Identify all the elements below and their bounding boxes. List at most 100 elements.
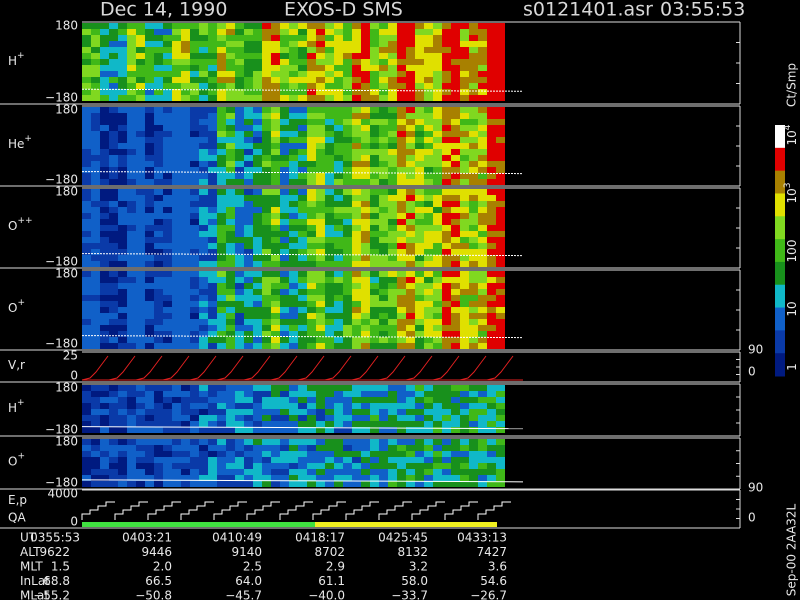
spectrogram-cell <box>271 65 280 71</box>
spectrogram-cell <box>415 325 424 331</box>
spectrogram-cell <box>343 403 352 409</box>
spectrogram-cell <box>271 155 280 161</box>
spectrogram-cell <box>451 331 460 337</box>
spectrogram-cell <box>163 71 172 77</box>
spectrogram-cell <box>325 427 334 433</box>
spectrogram-cell <box>172 457 181 463</box>
spectrogram-cell <box>469 439 478 445</box>
spectrogram-cell <box>298 469 307 475</box>
spectrogram-cell <box>352 41 361 47</box>
spectrogram-cell <box>325 65 334 71</box>
spectrogram-cell <box>136 289 145 295</box>
spectrogram-cell <box>352 47 361 53</box>
spectrogram-cell <box>271 23 280 29</box>
spectrogram-cell <box>469 213 478 219</box>
spectrogram-cell <box>478 283 487 289</box>
spectrogram-cell <box>487 71 496 77</box>
spectrogram-cell <box>199 313 208 319</box>
spectrogram-cell <box>352 231 361 237</box>
spectrogram-cell <box>370 391 379 397</box>
spectrogram-cell <box>127 155 136 161</box>
spectrogram-cell <box>181 331 190 337</box>
spectrogram-cell <box>271 89 280 95</box>
spectrogram-cell <box>316 41 325 47</box>
instrument: EXOS-D SMS <box>284 0 403 21</box>
spectrogram-cell <box>145 277 154 283</box>
spectrogram-cell <box>370 475 379 481</box>
spectrogram-cell <box>172 469 181 475</box>
spectrogram-cell <box>199 271 208 277</box>
spectrogram-cell <box>244 89 253 95</box>
spectrogram-cell <box>451 277 460 283</box>
spectrogram-cell <box>469 415 478 421</box>
spectrogram-cell <box>325 125 334 131</box>
spectrogram-cell <box>361 481 370 487</box>
spectrogram-cell <box>289 409 298 415</box>
spectrogram-cell <box>334 325 343 331</box>
spectrogram-cell <box>271 143 280 149</box>
spectrogram-cell <box>271 195 280 201</box>
panel-label-text: E,p <box>8 493 27 507</box>
spectrogram-cell <box>334 261 343 267</box>
panel-label-sup: + <box>17 398 25 408</box>
spectrogram-cell <box>298 207 307 213</box>
spectrogram-cell <box>352 343 361 349</box>
spectrogram-cell <box>415 155 424 161</box>
spectrogram-cell <box>136 319 145 325</box>
spectrogram-cell <box>325 131 334 137</box>
spectrogram-cell <box>199 289 208 295</box>
spectrogram-cell <box>244 207 253 213</box>
spectrogram-cell <box>307 451 316 457</box>
spectrogram-cell <box>190 481 199 487</box>
spectrogram-cell <box>379 119 388 125</box>
spectrogram-cell <box>316 427 325 433</box>
spectrogram-cell <box>325 173 334 179</box>
spectrogram-cell <box>289 47 298 53</box>
spectrogram-cell <box>307 107 316 113</box>
spectrogram-cell <box>208 195 217 201</box>
spectrogram-cell <box>406 95 415 101</box>
spectrogram-cell <box>343 71 352 77</box>
spectrogram-cell <box>154 421 163 427</box>
spectrogram-cell <box>298 213 307 219</box>
spectrogram-cell <box>208 469 217 475</box>
spectrogram-cell <box>352 415 361 421</box>
spectrogram-cell <box>199 475 208 481</box>
spectrogram-cell <box>352 23 361 29</box>
spectrogram-cell <box>352 201 361 207</box>
spectrogram-cell <box>307 179 316 185</box>
spectrogram-cell <box>217 29 226 35</box>
spectrogram-cell <box>235 23 244 29</box>
spectrogram-cell <box>325 451 334 457</box>
spectrogram-cell <box>127 301 136 307</box>
spectrogram-cell <box>208 47 217 53</box>
panel-label-sup: ++ <box>17 216 32 226</box>
spectrogram-cell <box>163 427 172 433</box>
spectrogram-cell <box>469 409 478 415</box>
spectrogram-cell <box>361 475 370 481</box>
spectrogram-cell <box>361 35 370 41</box>
spectrogram-cell <box>244 143 253 149</box>
spectrogram-cell <box>280 421 289 427</box>
spectrogram-cell <box>172 243 181 249</box>
spectrogram-cell <box>442 47 451 53</box>
spectrogram-cell <box>325 219 334 225</box>
spectrogram-cell <box>433 451 442 457</box>
spectrogram-cell <box>334 131 343 137</box>
spectrogram-cell <box>127 397 136 403</box>
spectrogram-cell <box>181 243 190 249</box>
spectrogram-cell <box>163 277 172 283</box>
spectrogram-cell <box>172 219 181 225</box>
spectrogram-cell <box>307 167 316 173</box>
spectrogram-cell <box>469 261 478 267</box>
spectrogram-cell <box>442 95 451 101</box>
spectrogram-cell <box>361 319 370 325</box>
spectrogram-cell <box>181 137 190 143</box>
spectrogram-cell <box>163 35 172 41</box>
spectrogram-cell <box>100 83 109 89</box>
spectrogram-cell <box>487 131 496 137</box>
spectrogram-cell <box>271 149 280 155</box>
spectrogram-cell <box>226 307 235 313</box>
spectrogram-cell <box>136 403 145 409</box>
spectrogram-cell <box>478 201 487 207</box>
